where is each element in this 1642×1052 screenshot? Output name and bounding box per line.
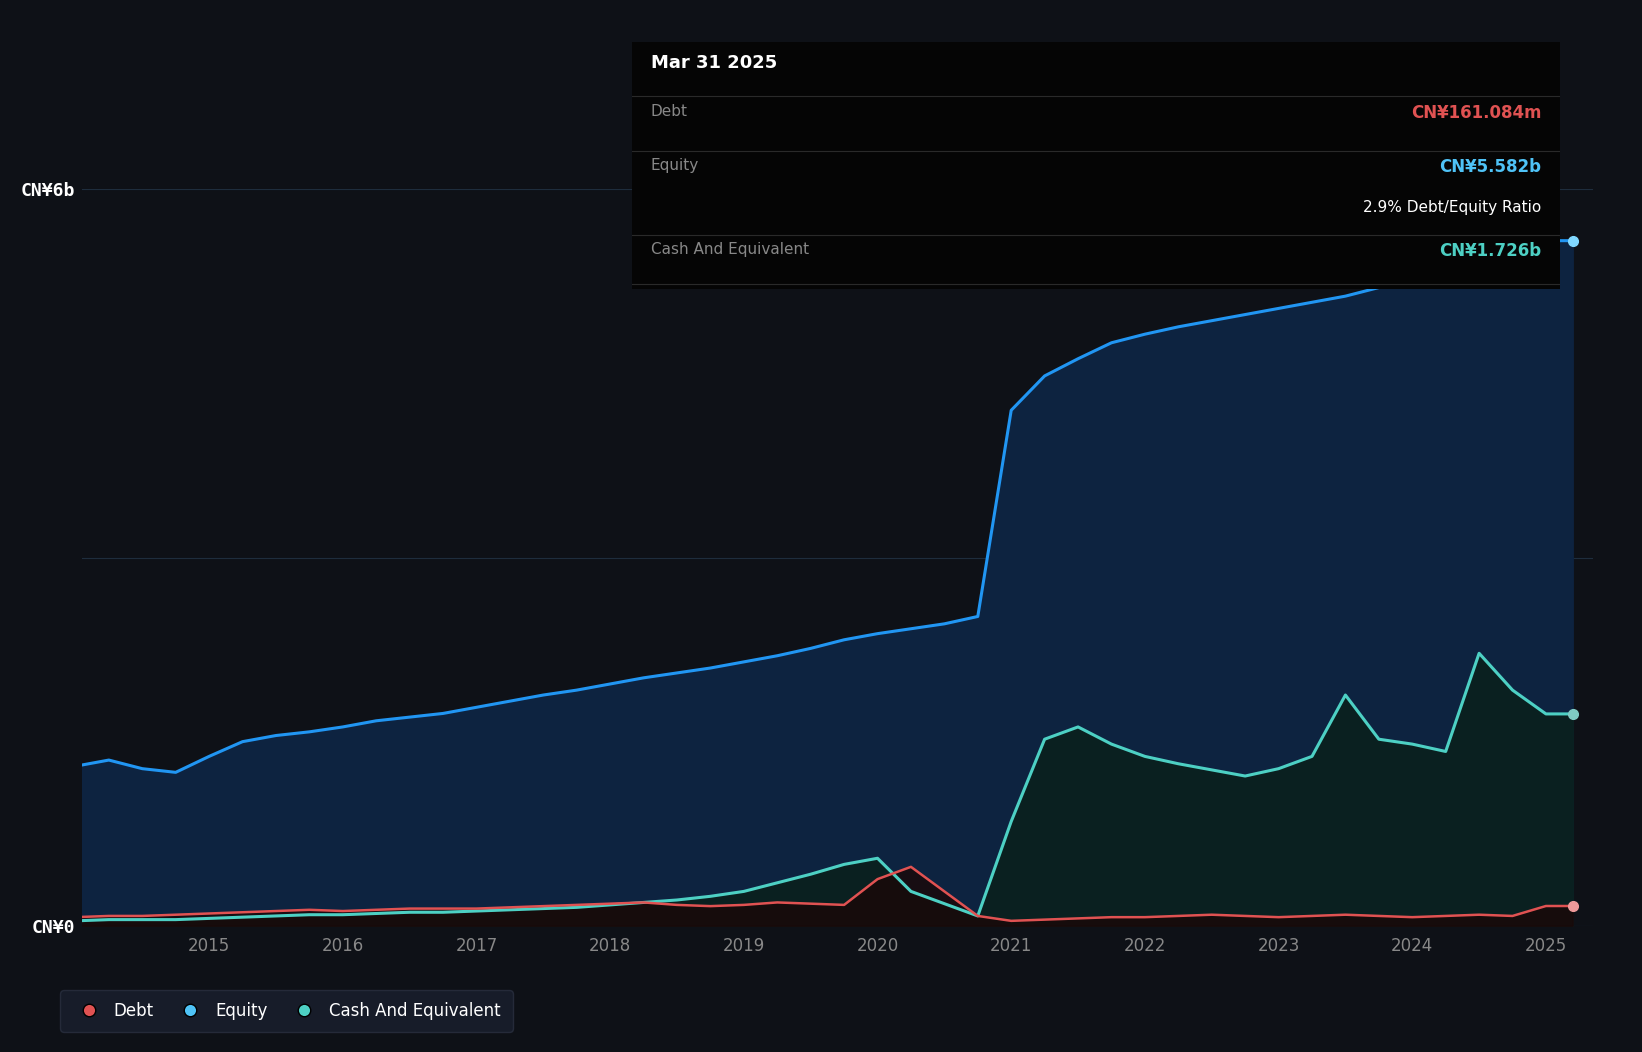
Text: Debt: Debt [650,104,688,119]
Text: CN¥161.084m: CN¥161.084m [1410,104,1542,122]
Legend: Debt, Equity, Cash And Equivalent: Debt, Equity, Cash And Equivalent [61,990,512,1032]
Text: CN¥1.726b: CN¥1.726b [1440,242,1542,260]
Text: Equity: Equity [650,158,699,174]
Text: Mar 31 2025: Mar 31 2025 [650,55,777,73]
Text: 2.9% Debt/Equity Ratio: 2.9% Debt/Equity Ratio [1363,200,1542,216]
Text: Cash And Equivalent: Cash And Equivalent [650,242,810,258]
Text: CN¥5.582b: CN¥5.582b [1440,158,1542,177]
